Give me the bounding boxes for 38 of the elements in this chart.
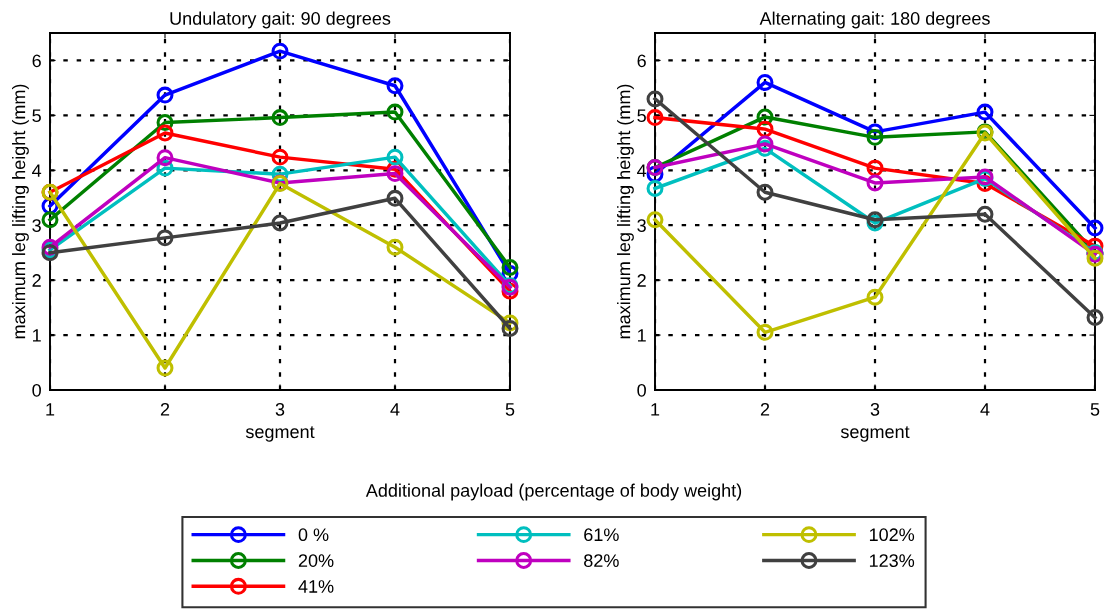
legend-label: 41%	[298, 580, 334, 593]
legend-label: 61%	[584, 528, 619, 542]
chart-title: Alternating gait: 180 degrees	[759, 11, 990, 29]
x-tick-label: 5	[1090, 403, 1100, 416]
y-tick-label: 5	[32, 109, 41, 123]
y-tick-label: 4	[32, 164, 42, 177]
y-tick-label: 4	[637, 164, 647, 177]
x-tick-label: 4	[980, 403, 990, 416]
y-axis-title: maximum leg lifting height (mm)	[12, 84, 29, 339]
y-tick-label: 3	[32, 219, 41, 232]
legend-label: 123%	[869, 554, 915, 567]
y-tick-label: 0	[637, 383, 646, 397]
y-tick-label: 3	[637, 219, 646, 232]
x-tick-label: 3	[275, 402, 285, 416]
y-tick-label: 5	[637, 109, 646, 123]
chart-title: Undulatory gait: 90 degrees	[170, 11, 391, 29]
legend-label: 0 %	[298, 528, 329, 542]
x-tick-label: 1	[46, 403, 55, 416]
x-tick-label: 3	[870, 402, 880, 416]
y-tick-label: 1	[638, 329, 646, 342]
legend-label: 102%	[869, 528, 915, 542]
x-axis-title: segment	[840, 426, 910, 442]
x-tick-label: 1	[651, 403, 660, 416]
x-axis-title: segment	[245, 426, 315, 442]
x-tick-label: 5	[505, 403, 515, 416]
y-tick-label: 2	[637, 274, 646, 287]
y-axis-title: maximum leg lifting height (mm)	[617, 84, 634, 339]
y-tick-label: 6	[32, 54, 41, 68]
y-tick-label: 2	[32, 274, 41, 287]
x-tick-label: 2	[160, 402, 170, 416]
y-tick-label: 1	[33, 329, 41, 342]
y-tick-label: 6	[637, 54, 646, 68]
legend-label: 82%	[584, 554, 619, 567]
x-tick-label: 2	[760, 402, 770, 416]
y-tick-label: 0	[32, 383, 41, 397]
legend-title: Additional payload (percentage of body weight)	[365, 483, 742, 501]
legend-label: 20%	[298, 554, 334, 567]
x-tick-label: 4	[390, 403, 400, 416]
